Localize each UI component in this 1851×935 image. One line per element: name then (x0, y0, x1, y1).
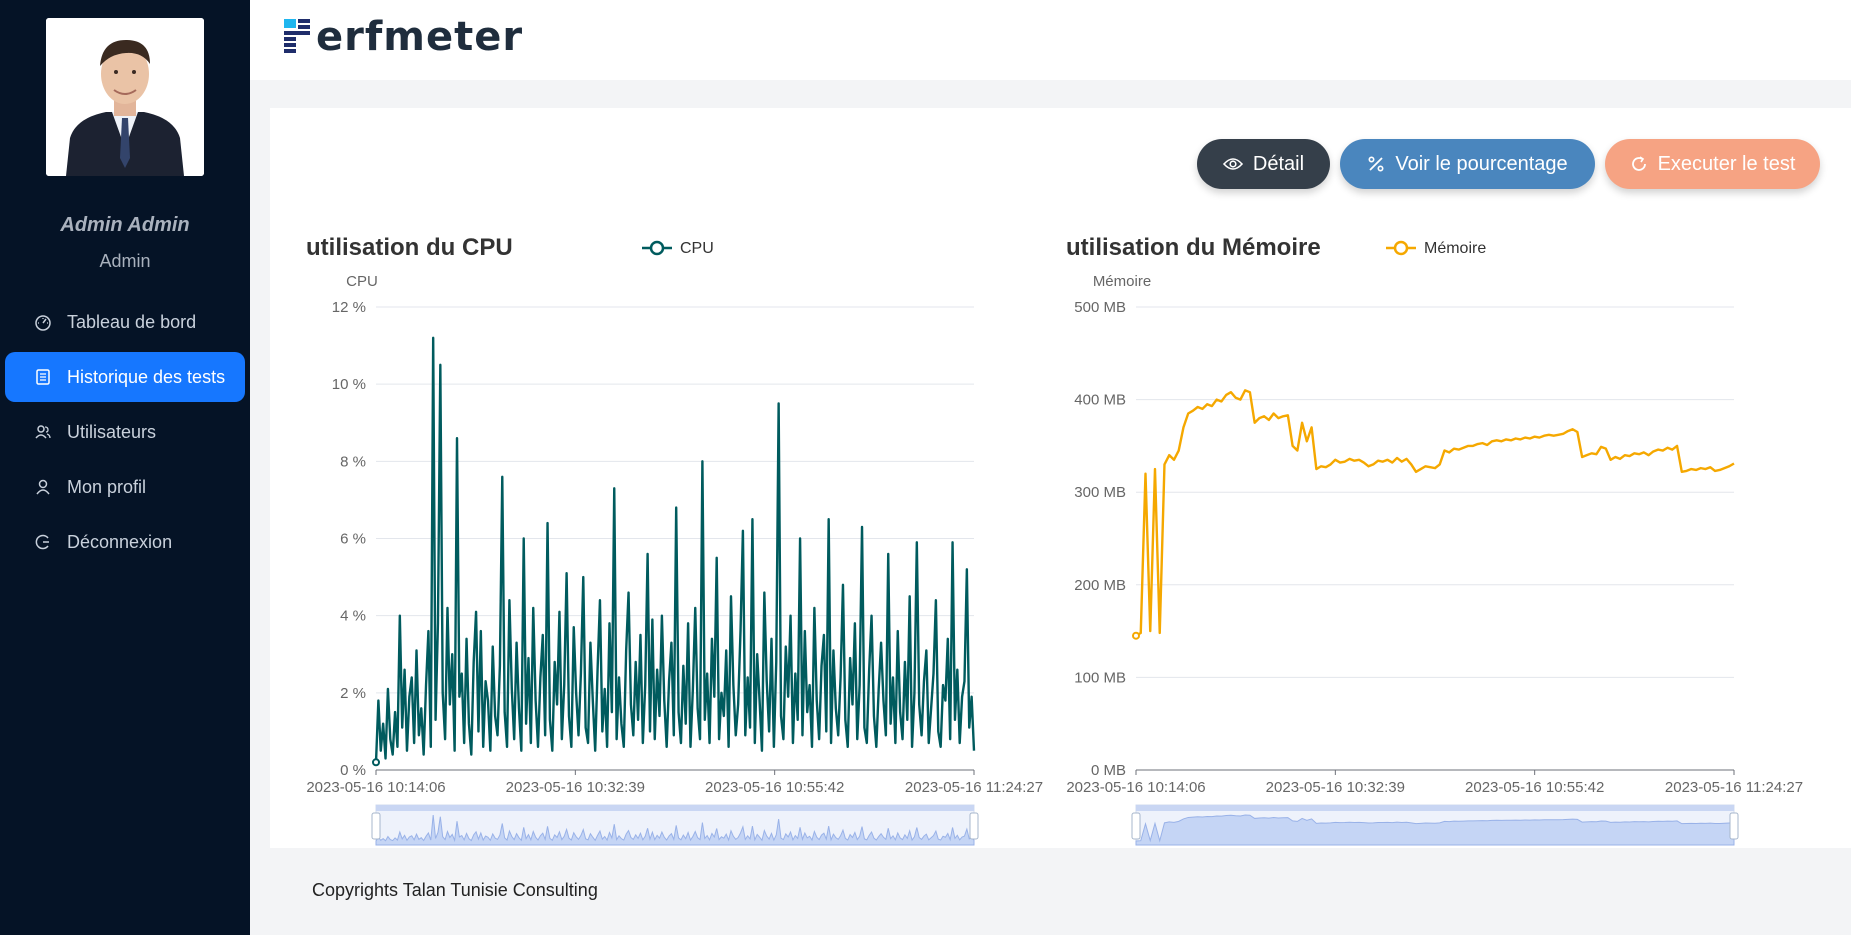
y-tick-label: 400 MB (1074, 392, 1126, 409)
x-tick-label: 2023-05-16 11:24:27 (905, 779, 1043, 796)
y-tick-label: 4 % (340, 608, 366, 625)
zoom-slider-preview (1135, 814, 1735, 846)
y-tick-label: 200 MB (1074, 577, 1126, 594)
user-role: Admin (99, 251, 151, 271)
y-tick-label: 300 MB (1074, 484, 1126, 501)
zoom-slider-bar (1136, 805, 1734, 811)
zoom-handle-left (371, 812, 381, 840)
zoom-handle-right (969, 812, 979, 840)
sidebar-item-users[interactable]: Utilisateurs (5, 407, 245, 457)
sidebar-item-profile[interactable]: Mon profil (5, 462, 245, 512)
x-tick-label: 2023-05-16 10:32:39 (1266, 779, 1405, 796)
y-tick-label: 2 % (340, 685, 366, 702)
sidebar-item-label: Tableau de bord (67, 311, 197, 332)
avatar[interactable] (46, 18, 204, 176)
y-tick-label: 10 % (332, 376, 366, 393)
logout-icon (33, 532, 53, 552)
logo-text: erfmeter (316, 14, 524, 60)
run-test-button[interactable]: Executer le test (1605, 139, 1820, 189)
user-icon (33, 477, 53, 497)
zoom-handle-right (1729, 812, 1739, 840)
percentage-button-label: Voir le pourcentage (1395, 152, 1568, 175)
zoom-slider-preview (375, 814, 975, 846)
y-axis-label: CPU (346, 273, 378, 290)
sidebar-item-test-history[interactable]: Historique des tests (5, 352, 245, 402)
cpu-chart: utilisation du CPU CPU CPU 0 % 2 % 4 % 6 % 8 % 1… (306, 234, 1043, 846)
y-tick-label: 8 % (340, 453, 366, 470)
logo-icon (284, 19, 310, 53)
y-tick-label: 100 MB (1074, 669, 1126, 686)
x-tick-label: 2023-05-16 10:14:06 (1066, 779, 1205, 796)
legend-label: CPU (680, 240, 714, 257)
run-test-button-label: Executer le test (1657, 152, 1796, 175)
x-tick-label: 2023-05-16 10:55:42 (705, 779, 844, 796)
zoom-slider-bar (376, 805, 974, 811)
series-point (1132, 631, 1140, 640)
x-tick-label: 2023-05-16 10:55:42 (1465, 779, 1604, 796)
series-line-mémoire (1135, 389, 1735, 637)
footer-copyright: Copyrights Talan Tunisie Consulting (312, 880, 598, 900)
app-logo[interactable]: erfmeter (284, 12, 523, 62)
sidebar-item-dashboard[interactable]: Tableau de bord (5, 297, 245, 347)
top-bar: erfmeter (250, 0, 1851, 80)
sidebar: Admin Admin Admin Tableau de bord Histor… (0, 0, 250, 935)
sidebar-nav: Tableau de bord Historique des tests Uti… (5, 297, 245, 572)
y-tick-label: 500 MB (1074, 299, 1126, 316)
y-tick-label: 0 MB (1091, 762, 1126, 779)
y-tick-label: 12 % (332, 299, 366, 316)
chart-title: utilisation du CPU (306, 234, 513, 261)
legend-marker (649, 240, 665, 256)
users-icon (33, 422, 53, 442)
chart-title: utilisation du Mémoire (1066, 234, 1321, 261)
sidebar-item-label: Utilisateurs (67, 421, 157, 442)
percent-icon (1368, 156, 1384, 172)
legend-label: Mémoire (1424, 240, 1486, 257)
percentage-button[interactable]: Voir le pourcentage (1340, 139, 1595, 189)
series-point (372, 758, 380, 767)
y-tick-label: 0 % (340, 762, 366, 779)
avatar-photo (46, 18, 204, 176)
list-icon (33, 367, 53, 387)
user-name: Admin Admin (60, 214, 190, 236)
dashboard-icon (33, 312, 53, 332)
series-line-cpu (374, 336, 976, 763)
x-tick-label: 2023-05-16 10:14:06 (306, 779, 445, 796)
memory-chart: utilisation du Mémoire Mémoire Mémoire 0 MB… (1066, 234, 1803, 846)
x-tick-label: 2023-05-16 10:32:39 (506, 779, 645, 796)
y-tick-label: 6 % (340, 531, 366, 548)
detail-button-label: Détail (1252, 152, 1305, 175)
eye-icon (1222, 158, 1243, 170)
sidebar-item-logout[interactable]: Déconnexion (5, 517, 245, 567)
y-axis-label: Mémoire (1093, 273, 1151, 290)
legend-marker (1393, 240, 1409, 256)
sidebar-item-label: Mon profil (67, 476, 147, 497)
main-card (270, 108, 1851, 848)
zoom-handle-left (1131, 812, 1141, 840)
sidebar-item-label: Historique des tests (67, 366, 226, 387)
sidebar-item-label: Déconnexion (67, 531, 173, 552)
x-tick-label: 2023-05-16 11:24:27 (1665, 779, 1803, 796)
detail-button[interactable]: Détail (1197, 139, 1330, 189)
refresh-icon (1631, 156, 1646, 171)
